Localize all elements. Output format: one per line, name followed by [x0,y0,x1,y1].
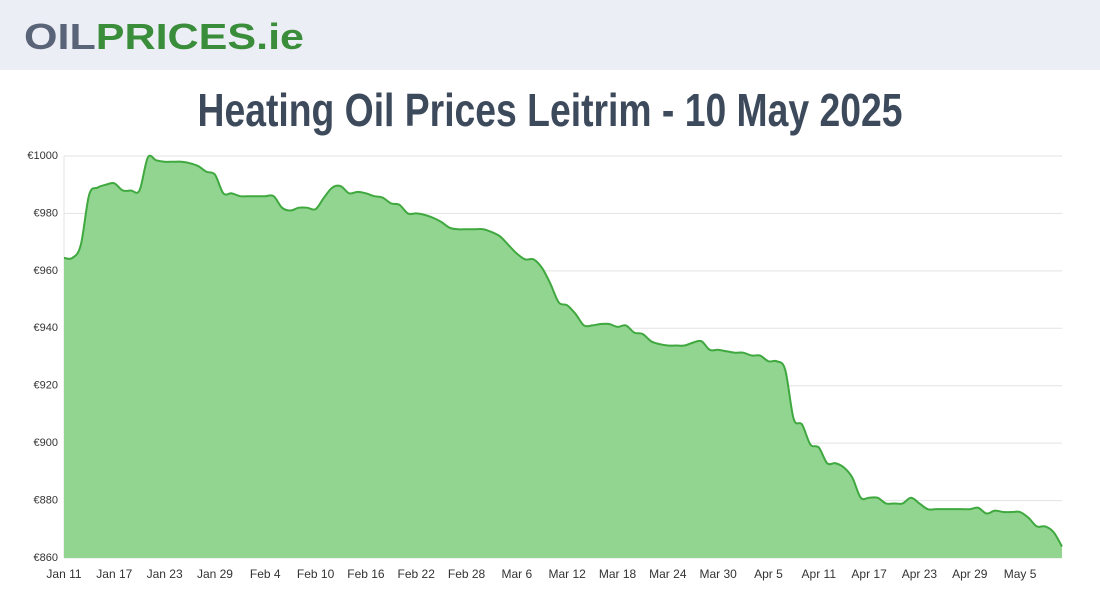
x-tick-label: Jan 17 [96,567,132,581]
y-tick-label: €980 [34,207,58,219]
x-tick-label: Jan 23 [147,567,183,581]
y-tick-label: €900 [34,437,58,449]
x-tick-label: Feb 28 [448,567,486,581]
y-tick-label: €940 [34,322,58,334]
x-tick-label: Mar 24 [649,567,687,581]
x-tick-label: Apr 17 [851,567,887,581]
x-tick-label: Mar 18 [599,567,637,581]
logo-part: PRICES.ie [96,16,304,57]
x-tick-label: Jan 29 [197,567,233,581]
x-tick-label: Feb 10 [297,567,335,581]
header-bar [0,0,1100,70]
x-tick-label: Jan 11 [46,567,81,581]
x-tick-label: Mar 6 [502,567,533,581]
y-tick-label: €1000 [27,150,58,162]
x-tick-label: Feb 16 [347,567,385,581]
y-tick-label: €960 [34,265,58,277]
x-tick-label: Apr 29 [952,567,988,581]
x-tick-label: Apr 5 [754,567,783,581]
logo: OIL PRICES.ie [24,16,304,57]
x-tick-label: Feb 22 [398,567,436,581]
y-tick-label: €860 [34,552,58,564]
x-tick-label: Apr 11 [802,567,837,581]
price-line [63,154,1063,548]
y-tick-label: €920 [34,380,58,392]
area-fill [64,155,1062,558]
x-tick-label: May 5 [1004,567,1037,581]
x-tick-label: Mar 30 [699,567,737,581]
logo-part: OIL [24,16,96,57]
x-tick-label: Apr 23 [902,567,938,581]
chart-title: Heating Oil Prices Leitrim - 10 May 2025 [198,84,903,136]
x-tick-label: Mar 12 [549,567,587,581]
x-tick-label: Feb 4 [250,567,281,581]
y-tick-label: €880 [34,494,58,506]
